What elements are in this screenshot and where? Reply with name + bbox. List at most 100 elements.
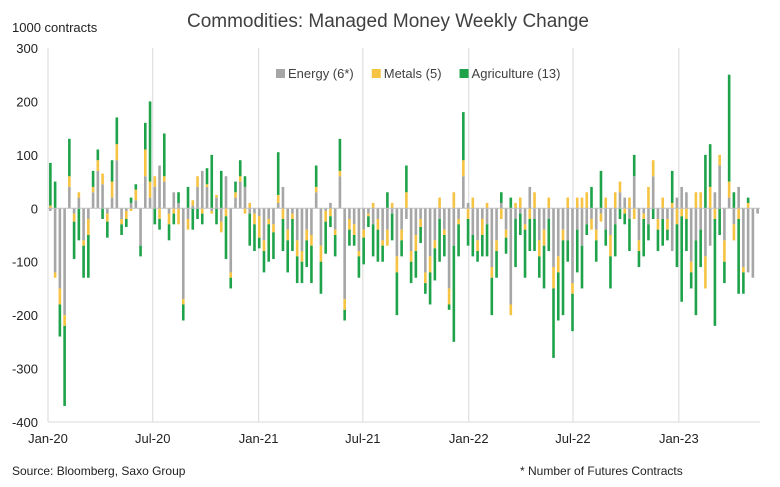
bar-agriculture [72,221,76,260]
bar-agriculture [219,170,223,209]
bar-energy [618,192,622,209]
bar-energy [481,208,484,219]
bar-energy [400,208,403,230]
legend-swatch-energy [276,69,285,78]
bar-metals [348,218,351,230]
bar-energy [727,197,731,209]
bar-energy [580,208,584,246]
bar-agriculture [281,218,285,252]
y-unit-label: 1000 contracts [12,20,98,35]
bar-agriculture [575,229,579,273]
bar-metals [191,200,195,206]
bar-energy [253,208,256,214]
bar-metals [727,181,731,198]
bar-agriculture [395,272,399,316]
bar-metals [243,208,247,214]
bar-agriculture [82,245,85,278]
bar-energy [181,208,185,300]
bar-agriculture [63,325,66,406]
bar-energy [210,208,214,211]
bar-agriculture [134,184,138,190]
bar-metals [134,189,138,201]
bar-agriculture [400,240,403,257]
bar-energy [756,208,759,214]
bar-agriculture [68,138,71,177]
legend-label-agriculture: Agriculture (13) [472,66,561,81]
bar-agriculture [718,208,721,235]
bar-energy [500,202,503,209]
bar-energy [125,208,128,211]
bar-agriculture [727,74,731,182]
y-tick-label: 300 [16,41,38,56]
bar-metals [476,240,479,252]
bar-metals [594,229,598,241]
bar-metals [82,240,85,246]
bar-metals [457,218,460,225]
bar-agriculture [53,181,57,209]
bar-agriculture [481,235,484,257]
bar-metals [125,210,128,219]
bar-energy [238,181,242,209]
bar-agriculture [590,186,593,209]
bar-agriculture [666,229,669,241]
bar-energy [72,208,76,214]
bar-energy [647,208,650,225]
bar-agriculture [405,165,408,193]
bar-energy [485,208,489,225]
legend: Energy (6*) Metals (5) Agriculture (13) [276,66,560,81]
bar-agriculture [500,192,503,203]
bar-metals [685,208,688,219]
bar-metals [333,229,337,235]
bar-metals [329,208,332,217]
bar-metals [63,315,66,326]
x-tick-label: Jul-21 [345,431,380,446]
bar-energy [310,208,313,235]
legend-swatch-metals [371,69,381,78]
bar-energy [243,186,247,209]
bar-metals [708,186,712,209]
bar-metals [666,218,669,230]
bar-metals [395,256,399,273]
bar-metals [737,208,740,219]
bar-agriculture [381,245,384,262]
bar-metals [357,251,361,257]
bar-energy [613,208,617,225]
bar-metals [87,218,90,235]
bar-energy [462,176,465,209]
x-tick-label: Jan-22 [449,431,489,446]
bar-energy [708,208,712,246]
bar-energy [575,208,579,230]
bar-agriculture [613,224,617,257]
bar-agriculture [742,272,745,294]
bar-agriculture [205,168,209,185]
bar-metals [542,229,546,246]
bar-agriculture [618,208,622,219]
bar-agriculture [362,237,365,265]
bar-metals [651,160,655,177]
bar-metals [148,181,152,198]
bar-metals [68,176,71,187]
x-tick-label: Jan-20 [28,431,68,446]
bar-agriculture [694,240,698,316]
bar-energy [685,192,688,209]
bar-metals [181,299,185,305]
bar-metals [177,208,180,225]
bar-metals [110,181,114,198]
bar-metals [694,192,698,209]
bar-agriculture [457,224,460,257]
bar-agriculture [518,213,522,235]
bar-agriculture [528,218,532,252]
bar-metals [732,224,736,241]
bar-agriculture [685,218,688,252]
bar-agriculture [87,235,90,278]
bar-metals [599,213,603,222]
bar-energy [49,208,52,211]
bar-metals [699,192,702,209]
x-tick-label: Jul-20 [135,431,170,446]
bar-agriculture [243,176,247,187]
bar-energy [737,186,740,209]
bar-agriculture [723,261,726,284]
bar-energy [300,208,304,252]
bar-metals [305,229,308,241]
